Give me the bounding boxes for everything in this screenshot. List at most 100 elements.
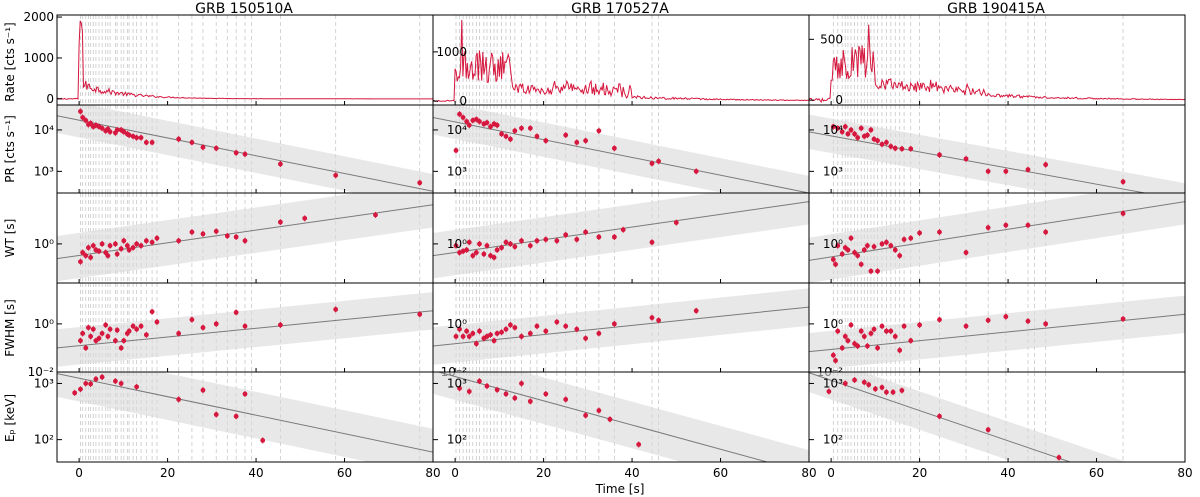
data-point (93, 376, 99, 382)
data-point (879, 241, 885, 247)
panel-ep-1 (433, 372, 809, 462)
data-point (835, 125, 841, 131)
x-tick-label: 20 (160, 466, 175, 480)
data-point (611, 234, 617, 240)
data-point (937, 152, 942, 158)
data-point (494, 331, 500, 336)
data-point (543, 138, 549, 144)
data-point (583, 335, 589, 341)
data-point (103, 322, 109, 328)
data-point (868, 268, 874, 274)
data-point (477, 328, 482, 334)
data-point (963, 323, 969, 329)
data-point (845, 131, 851, 137)
ylabel-fwhm: FWHM [s] (3, 299, 17, 357)
data-point (892, 145, 898, 151)
data-point (484, 120, 490, 126)
confidence-band (57, 372, 433, 462)
data-point (596, 128, 602, 134)
y-tick-label: 0 (46, 92, 54, 106)
data-point (494, 387, 500, 393)
data-point (543, 237, 549, 242)
data-point (583, 138, 589, 144)
data-point (1003, 314, 1009, 320)
x-tick-label: 80 (425, 466, 440, 480)
y-tick-label: 10³ (823, 164, 843, 178)
x-axis-label: Time [s] (595, 482, 645, 496)
data-point (121, 129, 127, 135)
y-tick-label: 1000 (23, 51, 54, 65)
data-point (892, 334, 898, 339)
panel-wt-0 (57, 193, 433, 283)
data-point (596, 331, 602, 336)
data-point (72, 390, 78, 396)
data-point (899, 146, 905, 152)
data-point (842, 124, 848, 130)
data-point (830, 257, 836, 262)
data-point (126, 328, 132, 334)
panel-pr-0 (57, 105, 433, 193)
data-point (83, 253, 89, 259)
ylabel-pr: PR [cts s⁻¹] (3, 115, 17, 183)
y-tick-label: 10³ (34, 164, 54, 178)
data-point (879, 323, 885, 329)
panel-frame (808, 14, 1186, 106)
data-point (213, 228, 219, 234)
data-point (527, 243, 533, 249)
data-point (861, 247, 867, 253)
data-point (149, 239, 155, 245)
data-point (88, 334, 94, 339)
data-point (884, 239, 889, 245)
data-point (503, 239, 509, 245)
data-point (875, 138, 880, 144)
data-point (879, 385, 885, 390)
data-point (563, 323, 569, 329)
data-point (189, 139, 195, 145)
data-point (872, 386, 878, 392)
panel-fwhm-1 (433, 283, 809, 372)
panel-rate-0 (57, 15, 433, 105)
data-point (527, 125, 533, 131)
data-point (143, 238, 149, 244)
x-tick-label: 0 (451, 466, 459, 480)
data-point (508, 322, 513, 328)
fit-line (433, 201, 809, 257)
data-point (105, 253, 111, 259)
data-point (871, 326, 877, 332)
fit-line (436, 372, 770, 462)
data-point (107, 243, 113, 249)
data-point (464, 247, 470, 253)
data-point (917, 230, 922, 236)
data-point (563, 132, 569, 138)
data-point (481, 251, 487, 257)
data-point (134, 326, 140, 332)
data-point (466, 389, 472, 394)
y-tick-label: 10² (34, 433, 54, 447)
data-point (477, 241, 482, 247)
data-point (466, 122, 472, 128)
data-point (937, 317, 942, 323)
data-point (176, 238, 182, 244)
data-point (1120, 211, 1126, 216)
data-point (871, 244, 877, 250)
data-point (649, 239, 655, 245)
y-tick-label: 10² (447, 433, 467, 447)
panel-ep-0 (57, 372, 433, 462)
data-point (512, 244, 518, 250)
data-point (80, 250, 86, 255)
data-point (453, 334, 459, 339)
y-tick-label: 1000 (436, 45, 467, 59)
data-point (875, 345, 880, 351)
data-point (154, 235, 160, 241)
data-point (596, 234, 602, 240)
data-point (985, 427, 991, 433)
data-point (143, 139, 149, 145)
data-point (596, 408, 602, 413)
confidence-band (809, 193, 1185, 283)
data-point (835, 243, 841, 249)
data-point (134, 135, 140, 141)
data-point (213, 321, 219, 327)
data-point (189, 229, 195, 235)
data-point (242, 323, 248, 329)
data-point (457, 326, 462, 332)
